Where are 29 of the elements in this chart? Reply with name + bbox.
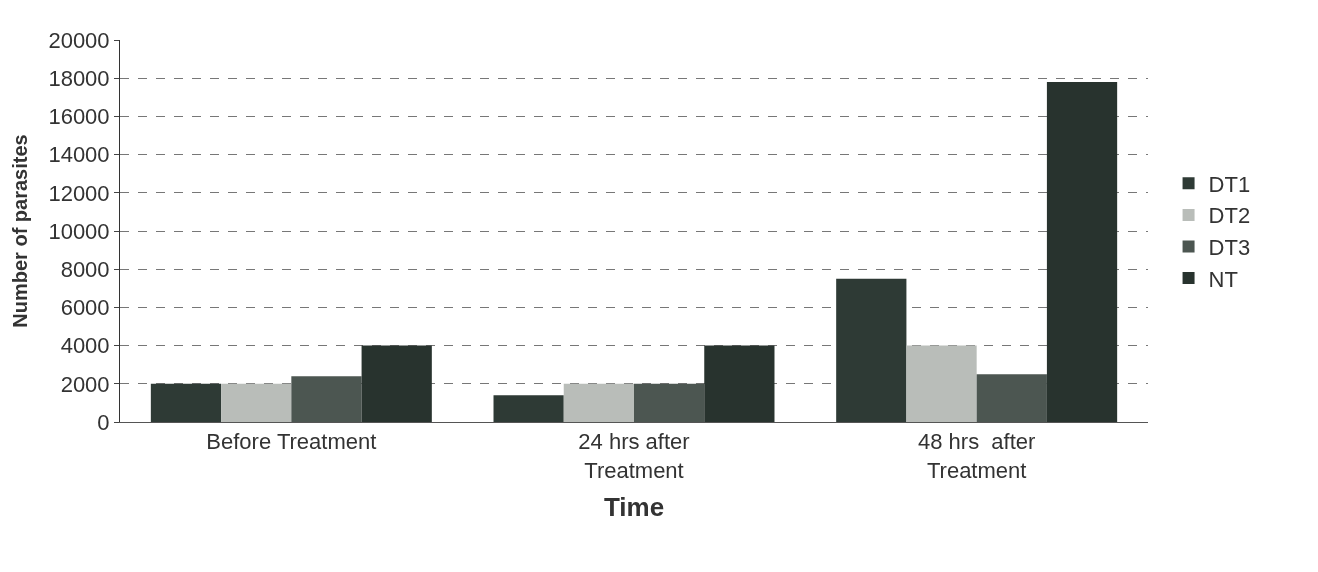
bar bbox=[563, 383, 634, 422]
bar bbox=[361, 345, 432, 422]
legend-label: DT1 bbox=[1208, 171, 1251, 197]
y-tick-label: 0 bbox=[97, 409, 110, 435]
y-tick-label: 12000 bbox=[48, 180, 110, 206]
y-axis-title: Number of parasites bbox=[8, 134, 31, 328]
legend-label: DT2 bbox=[1208, 203, 1251, 229]
bar bbox=[150, 383, 222, 422]
bar bbox=[221, 383, 292, 422]
legend-label: DT3 bbox=[1208, 235, 1251, 261]
x-tick-label: Before Treatment bbox=[206, 429, 377, 455]
y-tick-label: 18000 bbox=[48, 65, 110, 91]
y-tick-label: 10000 bbox=[48, 218, 110, 244]
bar bbox=[836, 278, 907, 422]
bar bbox=[1046, 82, 1118, 422]
x-tick-label: 24 hrs after Treatment bbox=[578, 429, 690, 483]
x-tick-label: 48 hrs after Treatment bbox=[917, 429, 1036, 483]
bar bbox=[906, 345, 977, 422]
y-tick-label: 20000 bbox=[48, 27, 110, 53]
y-tick-label: 6000 bbox=[60, 295, 110, 321]
y-tick-label: 4000 bbox=[60, 333, 110, 359]
x-axis-title: Time bbox=[603, 491, 665, 522]
bar bbox=[493, 395, 564, 422]
y-tick-label: 2000 bbox=[60, 371, 110, 397]
bar bbox=[704, 345, 775, 422]
y-tick-label: 16000 bbox=[48, 104, 110, 130]
y-tick-label: 8000 bbox=[60, 256, 110, 282]
y-tick-label: 14000 bbox=[48, 142, 110, 168]
legend-label: NT bbox=[1208, 266, 1238, 292]
